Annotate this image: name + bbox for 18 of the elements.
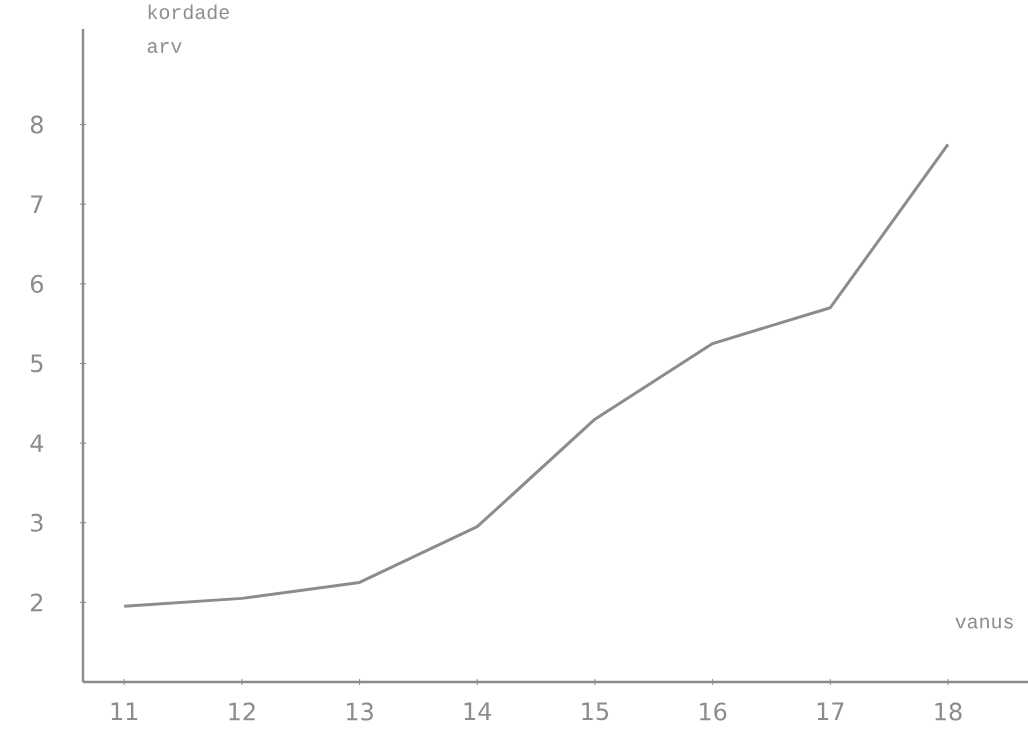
y-axis-title: kordade arv [147, 4, 229, 54]
y-tick-label: 8 [30, 115, 43, 134]
x-tick-label: 13 [346, 702, 373, 721]
x-axis-title: vanus [955, 617, 1013, 629]
y-tick-label: 3 [31, 513, 43, 532]
y-tick-label: 6 [30, 274, 43, 293]
x-tick-label: 16 [700, 702, 727, 721]
x-tick-label: 11 [111, 702, 138, 720]
x-tick-label: 18 [935, 702, 962, 721]
x-tick-label: 12 [229, 702, 255, 721]
x-tick-label: 15 [582, 702, 609, 721]
line-series [122, 142, 950, 608]
y-tick-label: 2 [31, 593, 43, 612]
x-tick-label: 17 [817, 702, 844, 720]
y-tick-label: 4 [30, 434, 44, 452]
y-tick-label: 7 [31, 195, 43, 213]
y-tick-label: 5 [31, 354, 43, 373]
x-tick-label: 14 [464, 702, 492, 720]
